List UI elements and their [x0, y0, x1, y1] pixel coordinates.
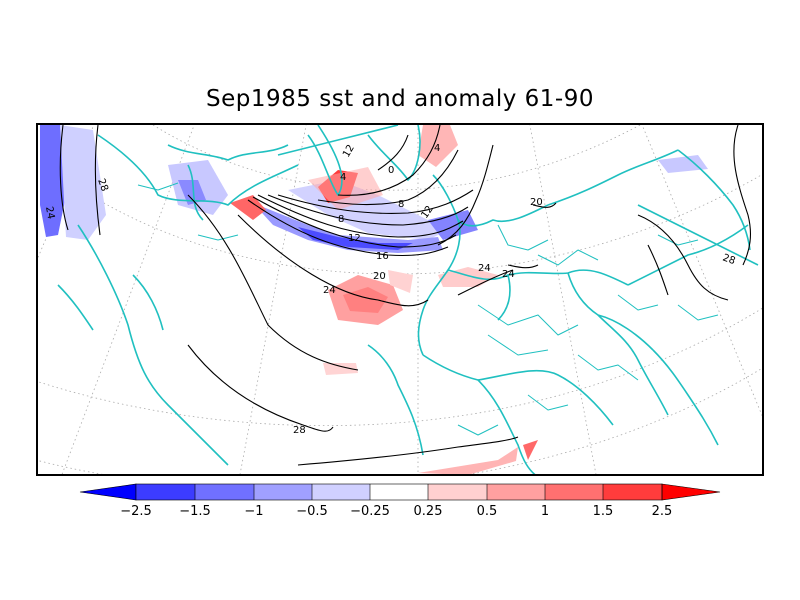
coastlines [57, 125, 759, 474]
contour-label: 20 [530, 197, 543, 208]
colorbar-segment [312, 484, 370, 500]
colorbar-tick-label: 1.5 [593, 504, 614, 519]
contour-label: 28 [721, 252, 737, 267]
contour-label: 4 [434, 143, 440, 154]
contour-label: 12 [348, 233, 361, 244]
gulf-stream-core-anomaly [298, 227, 413, 250]
hudson-anomaly [178, 180, 206, 205]
colorbar-left-arrow [79, 483, 137, 501]
contour-label: 8 [398, 199, 404, 210]
borders [137, 182, 719, 436]
colorbar-tick-label: −1 [244, 504, 263, 519]
tropical-anomaly [323, 363, 358, 375]
nova-scotia-anomaly [230, 195, 266, 220]
contour-labels: 28 24 0 4 4 8 8 12 12 16 20 24 24 24 20 … [43, 143, 737, 436]
contour-label: 24 [323, 285, 336, 296]
colorbar-segment [254, 484, 312, 500]
greenland-light-anomaly [308, 167, 383, 210]
norwegian-anomaly [428, 210, 478, 240]
colorbar-outline [135, 483, 663, 501]
colorbar-tick-label: 0.5 [477, 504, 498, 519]
contour-label: 16 [376, 251, 389, 262]
contour-label: 24 [478, 263, 491, 274]
colorbar-tick-label: −2.5 [120, 504, 152, 519]
contour-label: 24 [43, 206, 56, 220]
colorbar: −2.5 −1.5 −1 −0.5 −0.25 0.25 0.5 1 1.5 2… [79, 483, 721, 519]
anomaly-shading [40, 125, 708, 474]
colorbar-segment [428, 484, 487, 500]
atlantic-east-anomaly [388, 270, 413, 293]
colorbar-segment [370, 484, 428, 500]
contour-label: 0 [388, 165, 394, 176]
pacific-east-anomaly [658, 155, 708, 173]
colorbar-right-arrow [661, 483, 721, 501]
contour-label: 28 [95, 177, 110, 193]
azores-core-anomaly [343, 287, 388, 313]
contour-label: 8 [338, 214, 344, 225]
colorbar-tick-label: 2.5 [652, 504, 673, 519]
contour-label: 12 [341, 143, 357, 160]
colorbar-tick-labels: −2.5 −1.5 −1 −0.5 −0.25 0.25 0.5 1 1.5 2… [120, 504, 672, 519]
map-title: Sep1985 sst and anomaly 61-90 [206, 86, 594, 112]
sst-map: 28 24 0 4 4 8 8 12 12 16 20 24 24 24 20 … [38, 125, 762, 474]
sst-contours [59, 125, 752, 466]
colorbar-segment [195, 484, 254, 500]
colorbar-tick-label: −0.5 [296, 504, 328, 519]
contour-label: 4 [340, 172, 346, 183]
colorbar-tick-label: 0.25 [414, 504, 443, 519]
colorbar-tick-label: −1.5 [179, 504, 211, 519]
contour-label: 24 [502, 269, 515, 280]
colorbar-tick-label: −0.25 [350, 504, 390, 519]
colorbar-segment [487, 484, 545, 500]
colorbar-segment [136, 484, 195, 500]
west-pacific-light-anomaly [60, 125, 106, 240]
colorbar-segment [545, 484, 603, 500]
colorbar-segment [603, 484, 662, 500]
map-panel: 28 24 0 4 4 8 8 12 12 16 20 24 24 24 20 … [36, 123, 764, 476]
indian-anomaly [523, 440, 538, 460]
contour-label: 28 [293, 425, 306, 436]
west-pacific-anomaly [40, 125, 66, 237]
africa-south-anomaly [418, 447, 518, 474]
gulf-stream-anomaly [253, 203, 443, 253]
contour-label: 20 [373, 271, 386, 282]
colorbar-dividers [194, 484, 604, 500]
colorbar-tick-label: 1 [541, 504, 549, 519]
